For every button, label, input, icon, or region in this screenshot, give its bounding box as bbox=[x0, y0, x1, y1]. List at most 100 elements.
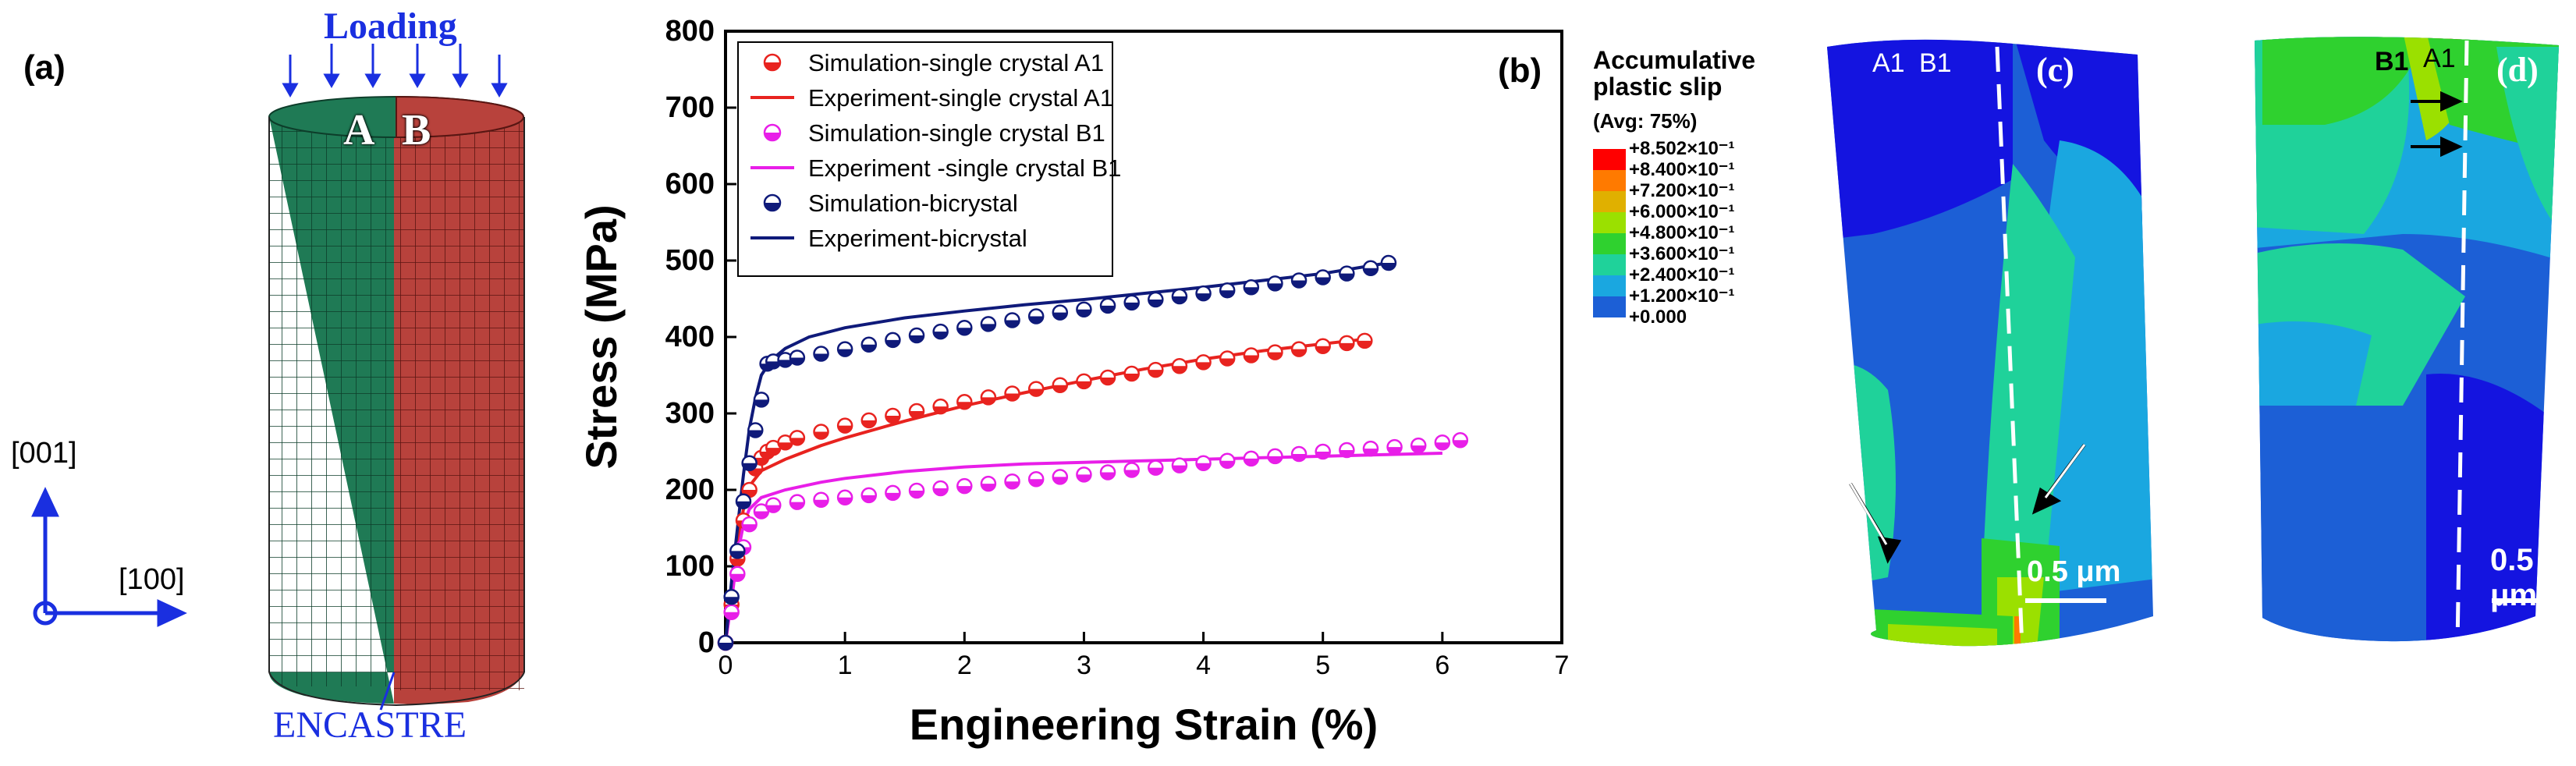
legend-label: Simulation-single crystal B1 bbox=[808, 119, 1105, 147]
data-point bbox=[717, 634, 734, 651]
data-point bbox=[1171, 357, 1188, 374]
data-point bbox=[932, 323, 949, 340]
y-tick-label: 300 bbox=[665, 397, 715, 430]
data-point bbox=[885, 484, 901, 502]
data-point bbox=[956, 319, 973, 336]
legend-item: Simulation-bicrystal bbox=[763, 190, 1018, 217]
legend-label: Simulation-bicrystal bbox=[808, 190, 1018, 217]
data-point bbox=[885, 407, 901, 424]
data-point bbox=[1171, 457, 1188, 473]
data-point bbox=[789, 430, 806, 446]
grain-a1-label-d: A1 bbox=[2423, 44, 2456, 73]
data-point bbox=[747, 422, 764, 438]
coordinate-axes bbox=[31, 487, 187, 627]
encastre-label: ENCASTRE bbox=[273, 704, 467, 746]
panel-b-chart: 0 1 2 3 4 5 6 7 0 100 200 300 400 500 600 700 800 Simula… bbox=[546, 0, 1576, 766]
grain-a1-label-c: A1 bbox=[1872, 48, 1905, 78]
data-point bbox=[1410, 437, 1427, 454]
data-point bbox=[956, 394, 973, 410]
data-point bbox=[908, 482, 925, 499]
data-point bbox=[1004, 473, 1020, 490]
data-point bbox=[980, 475, 997, 492]
data-point bbox=[836, 489, 853, 506]
legend-color-band bbox=[1593, 212, 1626, 233]
data-point bbox=[1076, 373, 1092, 390]
legend-level-label: +0.000 bbox=[1629, 307, 1687, 328]
data-point bbox=[1452, 432, 1469, 449]
legend-item: Experiment -single crystal B1 bbox=[750, 154, 1121, 182]
data-point bbox=[1148, 361, 1164, 378]
data-point bbox=[836, 417, 853, 434]
panel-b-label: (b) bbox=[1498, 51, 1542, 90]
panel-d-label: (d) bbox=[2496, 51, 2539, 89]
data-point bbox=[836, 341, 853, 357]
grain-b1-label-d: B1 bbox=[2375, 47, 2409, 76]
data-point bbox=[1004, 312, 1020, 328]
pointer-arrows-d bbox=[2411, 90, 2463, 158]
data-point bbox=[1315, 443, 1331, 460]
legend-color-band bbox=[1593, 233, 1626, 254]
legend-label: Experiment-single crystal A1 bbox=[808, 84, 1113, 112]
data-point bbox=[1195, 354, 1212, 371]
data-point bbox=[765, 439, 782, 456]
y-tick-label: 400 bbox=[665, 321, 715, 353]
legend-level-label: +8.400×10⁻¹ bbox=[1629, 159, 1735, 180]
data-point bbox=[1148, 459, 1164, 476]
grain-b1-label-c: B1 bbox=[1919, 48, 1952, 78]
panel-c-label: (c) bbox=[2036, 51, 2074, 89]
y-axis-label: Stress (MPa) bbox=[577, 204, 626, 469]
data-point bbox=[1267, 448, 1283, 465]
data-point bbox=[813, 346, 829, 362]
slip-arrows-c-white bbox=[1849, 444, 2086, 545]
loading-label: Loading bbox=[324, 5, 457, 47]
data-point bbox=[980, 316, 997, 332]
legend-level-label: +6.000×10⁻¹ bbox=[1629, 201, 1735, 222]
legend-item: Simulation-single crystal A1 bbox=[763, 49, 1104, 76]
data-point bbox=[1219, 350, 1236, 367]
legend-color-band bbox=[1593, 191, 1626, 212]
grain-a-label: A bbox=[343, 106, 375, 154]
data-point bbox=[1243, 279, 1260, 296]
legend-box bbox=[737, 41, 1113, 277]
data-point bbox=[1267, 344, 1283, 360]
x-axis-label: Engineering Strain (%) bbox=[910, 700, 1378, 749]
data-point bbox=[1076, 466, 1092, 483]
legend-level-label: +2.400×10⁻¹ bbox=[1629, 264, 1735, 285]
legend-color-band bbox=[1593, 149, 1626, 170]
scale-bar-c-label: 0.5 μm bbox=[2027, 555, 2121, 588]
data-point bbox=[789, 494, 806, 510]
legend-level-label: +3.600×10⁻¹ bbox=[1629, 243, 1735, 264]
specimen-d-contour bbox=[2255, 37, 2573, 648]
data-point bbox=[1099, 297, 1116, 314]
bicrystal-mesh-figure bbox=[31, 44, 525, 711]
specimen-c-contour bbox=[1827, 39, 2153, 648]
data-point bbox=[1052, 304, 1069, 321]
data-point bbox=[860, 412, 878, 429]
data-point bbox=[741, 455, 758, 471]
data-point bbox=[1099, 369, 1116, 386]
data-point bbox=[1315, 269, 1331, 285]
encastre-pointer bbox=[379, 672, 396, 711]
data-point bbox=[1076, 301, 1092, 317]
x-tick-label: 0 bbox=[719, 651, 733, 680]
data-point bbox=[885, 332, 901, 349]
stress-strain-chart: 0 1 2 3 4 5 6 7 0 100 200 300 400 500 600 700 800 Simula… bbox=[577, 15, 1569, 749]
legend-color-band bbox=[1593, 170, 1626, 191]
legend-label: Simulation-single crystal A1 bbox=[808, 49, 1104, 76]
data-point bbox=[1267, 275, 1283, 292]
x-tick-label: 3 bbox=[1077, 651, 1091, 680]
data-point bbox=[1195, 285, 1212, 302]
data-point bbox=[777, 352, 793, 368]
legend-level-label: +8.502×10⁻¹ bbox=[1629, 138, 1735, 159]
legend-label: Experiment -single crystal B1 bbox=[808, 154, 1121, 182]
data-point bbox=[1195, 455, 1212, 471]
y-tick-label: 600 bbox=[665, 168, 715, 200]
data-point bbox=[1386, 438, 1403, 456]
legend-level-label: +7.200×10⁻¹ bbox=[1629, 180, 1735, 201]
data-point bbox=[1171, 288, 1188, 305]
y-tick-label: 0 bbox=[698, 626, 715, 659]
data-point bbox=[1339, 442, 1355, 459]
data-point bbox=[1027, 381, 1045, 397]
axis-100-label: [100] bbox=[119, 563, 185, 596]
legend-color-band bbox=[1593, 254, 1626, 275]
